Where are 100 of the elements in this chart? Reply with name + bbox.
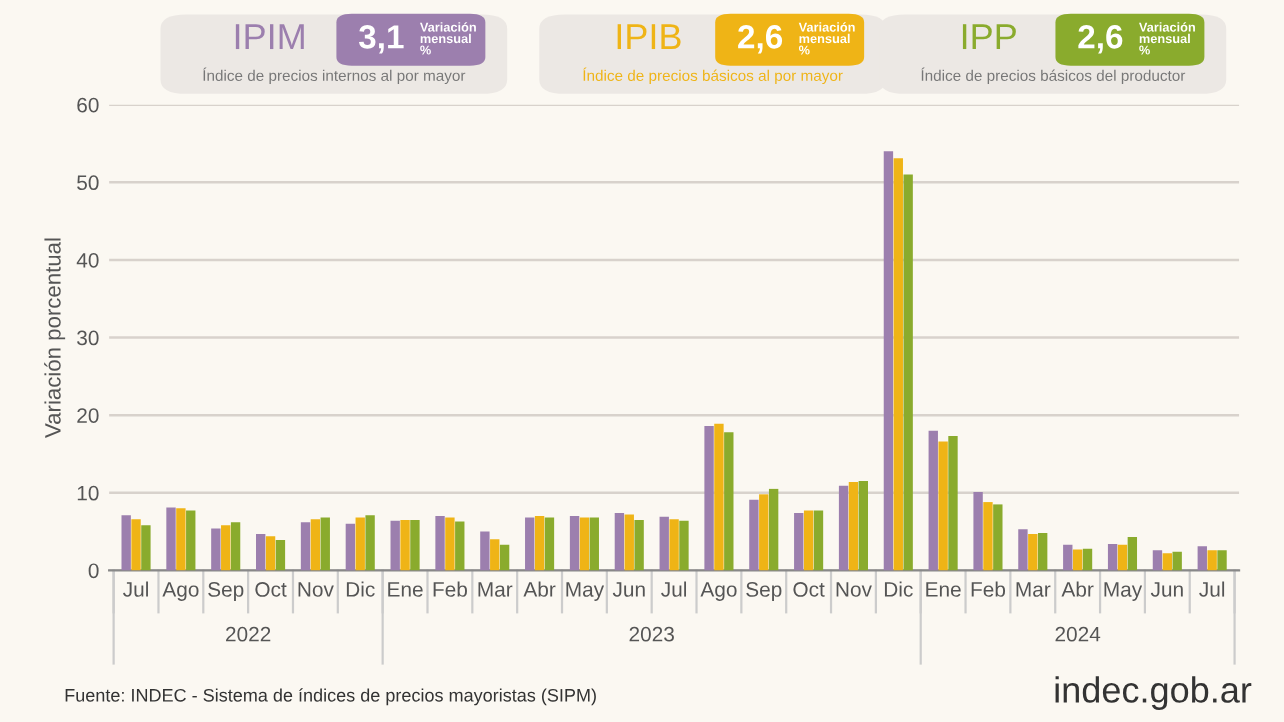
bar bbox=[1217, 550, 1227, 571]
x-tick-label: Jun bbox=[612, 582, 645, 597]
y-tick-label: 60 bbox=[77, 97, 99, 113]
y-axis-title: Variación porcentual bbox=[44, 238, 66, 438]
bar bbox=[544, 517, 555, 571]
x-tick-label: Nov bbox=[298, 582, 334, 597]
x-tick-label: Ene bbox=[926, 582, 961, 597]
bar bbox=[893, 158, 903, 571]
bar bbox=[435, 516, 445, 571]
bar bbox=[230, 522, 241, 571]
legend-label: IPP bbox=[962, 24, 1016, 50]
bar bbox=[679, 520, 689, 571]
bar bbox=[589, 517, 599, 571]
bar bbox=[1207, 550, 1217, 571]
bar bbox=[275, 540, 286, 571]
x-tick-label: Abr bbox=[523, 581, 556, 597]
x-tick-label: Oct bbox=[793, 582, 825, 597]
bar bbox=[858, 481, 868, 571]
y-tick-label: 10 bbox=[77, 485, 99, 501]
bar bbox=[400, 519, 410, 571]
bar bbox=[345, 523, 356, 571]
bar bbox=[1082, 548, 1093, 571]
x-tick-label: Mar bbox=[478, 582, 513, 597]
bar bbox=[211, 528, 221, 571]
bar bbox=[569, 516, 580, 571]
bar bbox=[221, 525, 231, 571]
x-tick-label: May bbox=[566, 582, 605, 601]
y-tick-label: 0 bbox=[88, 563, 99, 579]
bar bbox=[1072, 549, 1083, 571]
x-tick-label: Ago bbox=[700, 582, 737, 601]
bar bbox=[1162, 553, 1172, 571]
bar bbox=[320, 517, 330, 571]
bar bbox=[355, 517, 365, 571]
bar bbox=[1117, 544, 1128, 571]
bar bbox=[525, 517, 535, 571]
x-tick-label: Sep bbox=[746, 582, 782, 601]
x-tick-label: Feb bbox=[433, 581, 467, 597]
text: 2023 bbox=[629, 626, 674, 642]
bar bbox=[1018, 529, 1028, 571]
bar bbox=[948, 436, 958, 571]
bar bbox=[838, 485, 849, 571]
bar bbox=[669, 519, 679, 571]
bar bbox=[624, 514, 634, 571]
bar bbox=[724, 432, 734, 571]
x-tick-label: Ene bbox=[388, 582, 423, 597]
bar bbox=[928, 430, 938, 571]
bar bbox=[848, 481, 859, 571]
bar bbox=[983, 502, 993, 571]
y-tick-label: 30 bbox=[77, 330, 99, 346]
bar bbox=[365, 515, 375, 571]
bar bbox=[993, 504, 1003, 571]
text: 3,1 bbox=[358, 25, 404, 54]
bar bbox=[310, 519, 321, 571]
x-tick-label: Oct bbox=[255, 582, 287, 597]
bar bbox=[490, 539, 500, 571]
text: 2,6 bbox=[738, 25, 783, 54]
x-tick-label: Dic bbox=[884, 581, 913, 597]
bar bbox=[759, 494, 769, 571]
bar bbox=[714, 423, 724, 571]
bar bbox=[768, 488, 779, 571]
text: indec.gob.ar bbox=[1055, 676, 1252, 710]
text: 2022 bbox=[226, 626, 271, 642]
bar bbox=[813, 510, 824, 571]
bar bbox=[131, 519, 141, 571]
bar bbox=[1152, 550, 1163, 571]
bar bbox=[579, 517, 590, 571]
x-tick-label: Abr bbox=[1061, 581, 1094, 597]
bar bbox=[265, 536, 276, 571]
x-tick-label: Feb bbox=[971, 581, 1006, 597]
bar bbox=[534, 516, 545, 571]
x-tick-label: Ago bbox=[162, 582, 199, 601]
bar bbox=[256, 533, 266, 571]
bar bbox=[903, 174, 913, 571]
bar bbox=[749, 499, 759, 571]
bar bbox=[410, 519, 420, 571]
bar bbox=[300, 522, 311, 571]
bar bbox=[1063, 544, 1073, 571]
y-tick-label: 20 bbox=[77, 408, 99, 423]
x-tick-label: May bbox=[1104, 582, 1143, 601]
bar bbox=[455, 521, 465, 571]
bar bbox=[176, 508, 186, 571]
bar bbox=[634, 519, 644, 571]
x-tick-label: Sep bbox=[208, 582, 244, 601]
bar bbox=[1107, 543, 1118, 571]
bar bbox=[883, 151, 894, 571]
bar bbox=[166, 507, 176, 571]
y-tick-label: 40 bbox=[76, 252, 99, 268]
bar bbox=[659, 516, 669, 571]
y-tick-label: 50 bbox=[77, 175, 99, 191]
bar bbox=[121, 515, 131, 571]
bar bbox=[1197, 546, 1207, 571]
bar bbox=[480, 531, 490, 571]
bar bbox=[141, 525, 151, 571]
bar bbox=[614, 512, 625, 571]
x-tick-label: Jul bbox=[1199, 581, 1225, 597]
text: 2024 bbox=[1055, 626, 1101, 642]
bar bbox=[794, 512, 804, 571]
bar bbox=[803, 510, 814, 571]
x-tick-label: Jul bbox=[123, 581, 148, 597]
bar bbox=[938, 441, 948, 571]
